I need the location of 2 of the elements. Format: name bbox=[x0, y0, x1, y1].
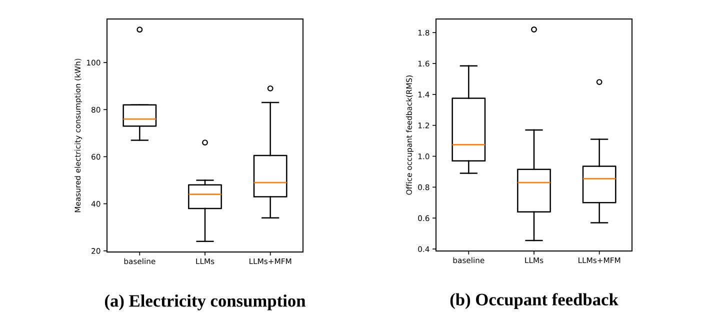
text: (a) Electricity consumption bbox=[104, 294, 306, 310]
text: (b) Occupant feedback bbox=[450, 293, 618, 310]
